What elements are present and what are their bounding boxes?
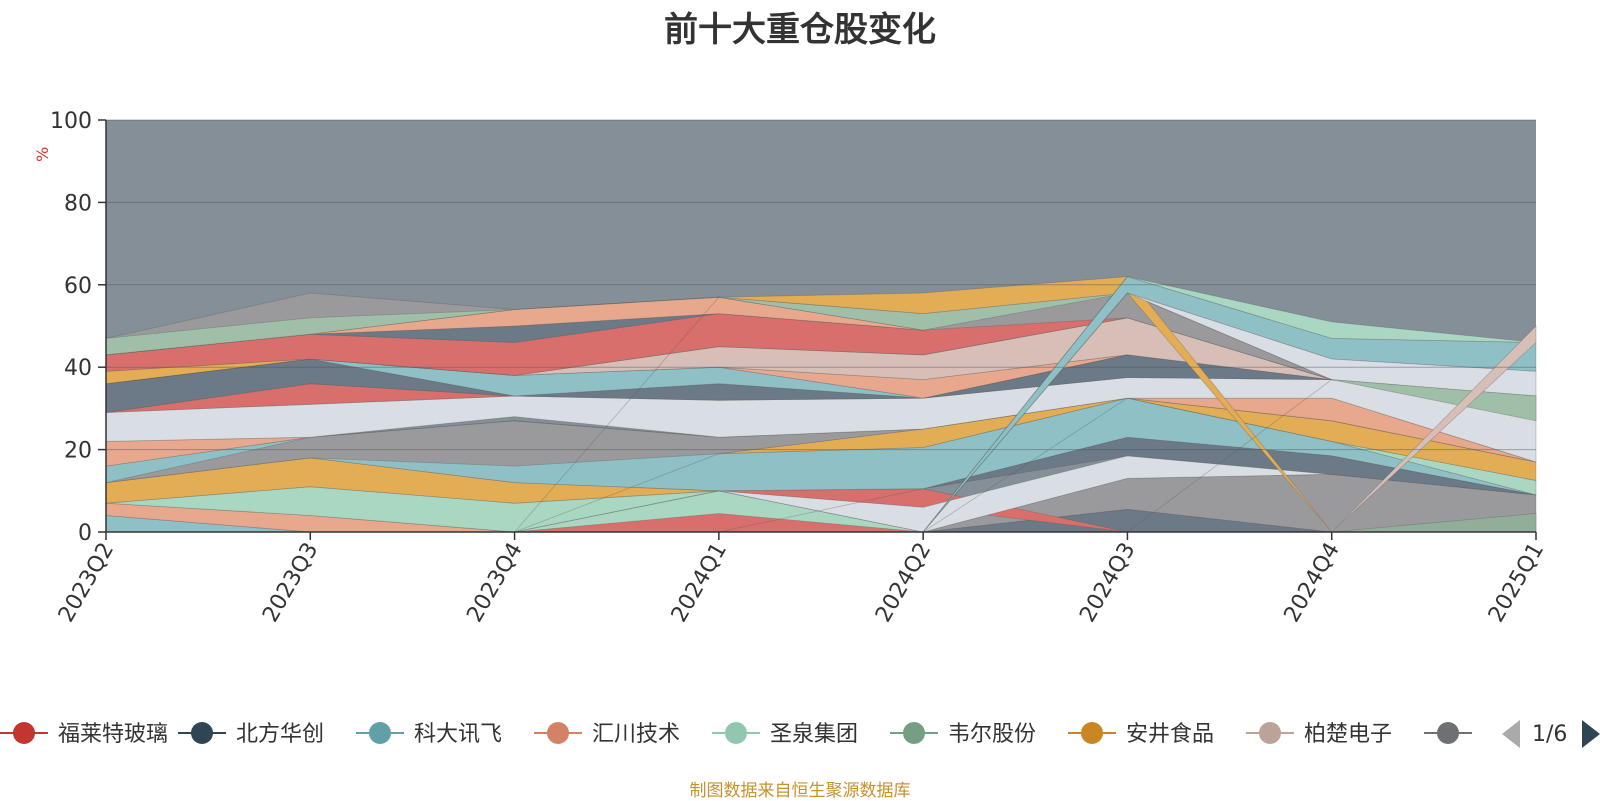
legend-marker (369, 722, 391, 744)
source-note: 制图数据来自恒生聚源数据库 (689, 781, 911, 801)
legend-item[interactable]: 安井食品 (1068, 722, 1214, 747)
legend-marker (13, 722, 35, 744)
legend-marker (547, 722, 569, 744)
chart-title: 前十大重仓股变化 (664, 10, 936, 50)
x-tick-label: 2024Q4 (1280, 539, 1345, 627)
x-tick-label: 2024Q3 (1075, 539, 1140, 627)
legend-label: 汇川技术 (592, 722, 680, 747)
legend-item[interactable]: 圣泉集团 (712, 722, 858, 747)
legend-label: 科大讯飞 (414, 722, 502, 747)
legend-item[interactable]: 北方华创 (178, 722, 324, 747)
series-band-29 (106, 276, 1536, 533)
legend-label: 福莱特玻璃 (58, 722, 168, 747)
series-band-14 (106, 397, 1537, 533)
legend-label: 安井食品 (1126, 722, 1214, 747)
legend-item[interactable] (1424, 722, 1472, 744)
legend-marker (191, 722, 213, 744)
x-tick-label: 2023Q2 (54, 539, 119, 627)
legend-marker (1081, 722, 1103, 744)
y-tick-label: 100 (50, 109, 92, 134)
legend-item[interactable]: 福莱特玻璃 (0, 722, 168, 747)
legend[interactable]: 福莱特玻璃 北方华创 科大讯飞 汇川技术 圣泉集团 韦尔股份 安井食品 柏楚电子 1/6 (0, 720, 1600, 748)
grid-lines (106, 119, 1536, 451)
legend-next-page-button[interactable] (1582, 720, 1600, 748)
x-tick-label: 2024Q1 (667, 539, 732, 627)
legend-prev-page-button[interactable] (1502, 720, 1520, 748)
legend-label: 北方华创 (236, 722, 324, 747)
series-band-9 (106, 488, 1536, 533)
y-tick-label: 40 (64, 356, 92, 381)
legend-marker (1259, 722, 1281, 744)
y-tick-label: 60 (64, 274, 92, 299)
x-tick-label: 2023Q4 (462, 539, 527, 627)
legend-marker (903, 722, 925, 744)
y-unit-label: % (33, 147, 52, 162)
legend-marker (725, 722, 747, 744)
legend-item[interactable]: 柏楚电子 (1246, 722, 1392, 747)
series-band-16 (105, 397, 1537, 467)
legend-marker (1437, 722, 1459, 744)
x-tick-label: 2024Q2 (871, 539, 936, 627)
legend-item[interactable]: 科大讯飞 (356, 722, 502, 747)
legend-page-indicator: 1/6 (1532, 722, 1567, 747)
y-tick-label: 0 (78, 521, 92, 546)
x-tick-label: 2023Q3 (258, 539, 323, 627)
legend-item[interactable]: 韦尔股份 (890, 722, 1036, 747)
legend-item[interactable]: 汇川技术 (534, 722, 680, 747)
legend-label: 圣泉集团 (770, 722, 858, 747)
plot-area (105, 120, 1537, 533)
legend-label: 柏楚电子 (1304, 722, 1392, 747)
y-tick-label: 80 (64, 191, 92, 216)
x-tick-label: 2025Q1 (1484, 539, 1549, 627)
y-tick-label: 20 (64, 439, 92, 464)
legend-label: 韦尔股份 (948, 722, 1036, 747)
